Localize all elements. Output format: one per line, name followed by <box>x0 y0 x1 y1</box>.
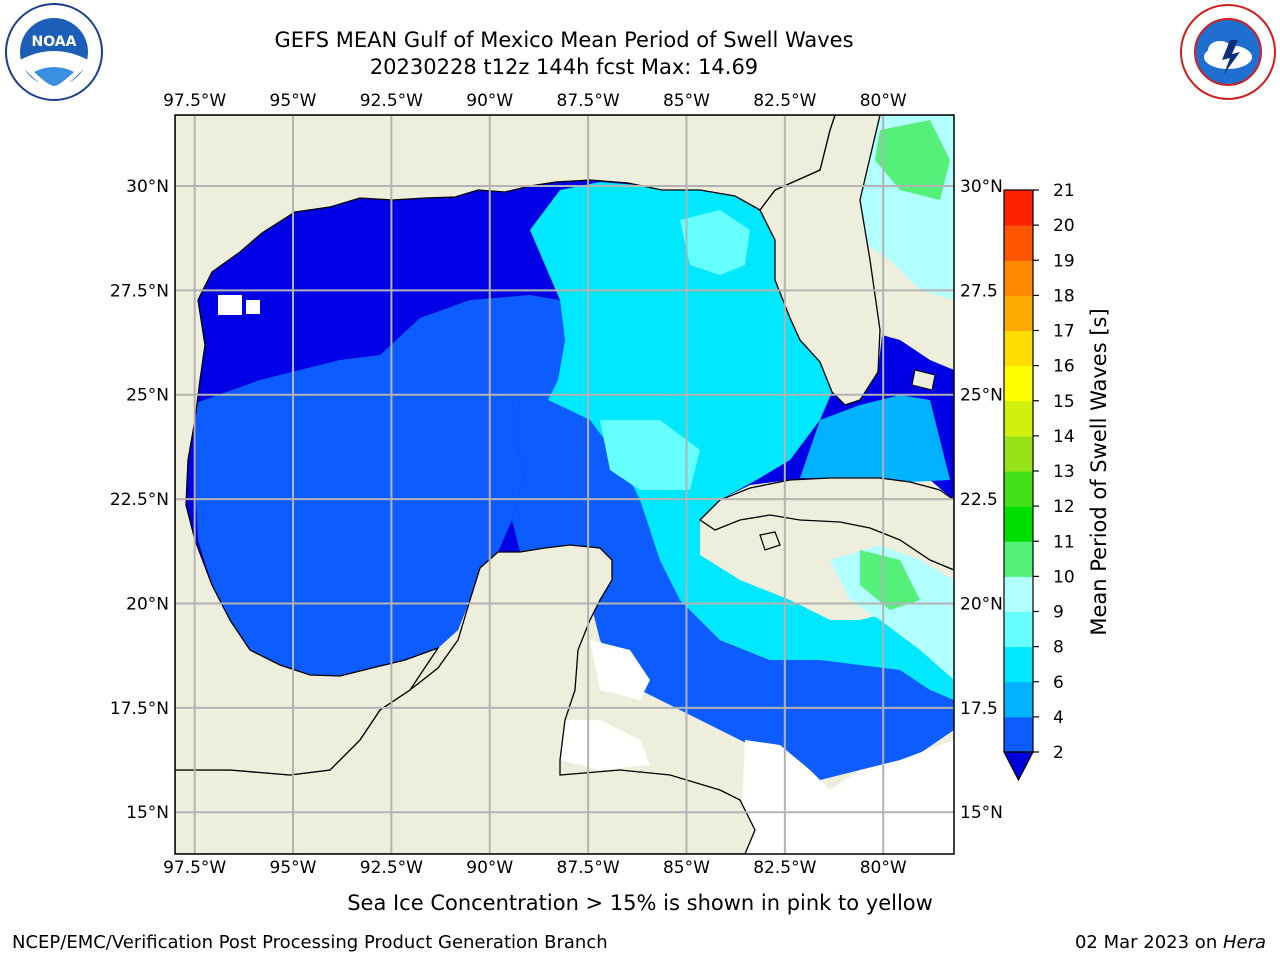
lon-label-bottom: 95°W <box>270 858 317 878</box>
lon-label-top: 87.5°W <box>557 91 620 111</box>
land-jamaica <box>759 531 781 551</box>
lon-label-top: 85°W <box>663 91 710 111</box>
nodata-yucatan-east <box>590 640 650 700</box>
lat-label-left: 30°N <box>126 177 169 197</box>
colorbar-tick-label: 16 <box>1053 357 1075 377</box>
land-us-gulf-coast <box>175 115 836 776</box>
colorbar-segment <box>1004 611 1033 648</box>
lon-label-top: 82.5°W <box>753 91 816 111</box>
colorbar-tick-label: 10 <box>1053 567 1075 587</box>
lon-label-top: 80°W <box>860 91 907 111</box>
colorbar-segment <box>1004 646 1033 683</box>
florida-strait-water <box>800 395 950 482</box>
land-bahamas <box>911 369 936 391</box>
colorbar-segment <box>1004 435 1033 472</box>
colorbar-tick-label: 6 <box>1053 673 1064 693</box>
lat-label-right: 20°N <box>960 594 1003 614</box>
map-tick-labels: 97.5°W 97.5°W 95°W 95°W 92.5°W 92.5°W 90°W 90°W… <box>110 91 1003 878</box>
lon-label-bottom: 87.5°W <box>557 858 620 878</box>
land-cuba <box>698 477 954 571</box>
lat-label-left: 22.5°N <box>110 490 169 510</box>
map-subtitle: 20230228 t12z 144h fcst Max: 14.69 <box>369 55 759 79</box>
lat-label-left: 17.5°N <box>110 699 169 719</box>
lat-label-right: 17.5 <box>960 699 998 719</box>
gulf-water-pale-2 <box>600 420 700 490</box>
footer-host: Hera <box>1222 932 1266 953</box>
footer-left: NCEP/EMC/Verification Post Processing Pr… <box>12 932 608 953</box>
nodata-caribbean <box>740 740 954 854</box>
map-frame <box>174 114 955 855</box>
lat-label-left: 27.5°N <box>110 281 169 301</box>
colorbar-extend-arrow <box>1003 751 1034 782</box>
lat-label-left: 20°N <box>126 594 169 614</box>
colorbar-segment <box>1004 190 1033 226</box>
colorbar: 2 4 6 8 9 10 11 12 13 14 15 16 17 18 19 20 21 <box>1003 181 1075 782</box>
lon-label-top: 92.5°W <box>360 91 423 111</box>
colorbar-segment <box>1004 471 1033 507</box>
lat-label-right: 25°N <box>960 386 1003 406</box>
colorbar-tick-label: 20 <box>1053 216 1075 236</box>
colorbar-segment <box>1004 225 1033 261</box>
lon-label-bottom: 82.5°W <box>753 858 816 878</box>
map-panel <box>175 115 954 854</box>
colorbar-segment <box>1004 400 1033 437</box>
lon-label-bottom: 97.5°W <box>163 858 226 878</box>
east-green-patch-2 <box>860 550 920 610</box>
gulf-water-pale <box>680 210 750 275</box>
nodata-patch-1 <box>218 295 242 315</box>
colorbar-segment <box>1004 576 1033 612</box>
map-title: GEFS MEAN Gulf of Mexico Mean Period of … <box>274 28 854 52</box>
footer-date: 02 Mar 2023 on <box>1074 932 1223 953</box>
colorbar-tick-label: 15 <box>1053 392 1075 412</box>
nodata-honduras-gulf <box>560 720 650 770</box>
colorbar-segment <box>1004 260 1033 296</box>
colorbar-segment <box>1004 681 1033 718</box>
colorbar-segment <box>1004 295 1033 331</box>
lat-label-right: 27.5 <box>960 281 998 301</box>
noaa-logo-text: NOAA <box>32 34 77 50</box>
noaa-logo: NOAA <box>4 2 104 106</box>
colorbar-tick-label: 17 <box>1053 322 1075 342</box>
colorbar-tick-label: 4 <box>1053 708 1064 728</box>
lon-label-top: 90°W <box>466 91 513 111</box>
colorbar-tick-label: 11 <box>1053 532 1075 552</box>
lat-label-left: 25°N <box>126 386 169 406</box>
lat-label-left: 15°N <box>126 803 169 823</box>
lon-label-top: 95°W <box>270 91 317 111</box>
colorbar-segment <box>1004 506 1033 542</box>
nws-logo <box>1178 2 1278 106</box>
colorbar-tick-label: 21 <box>1053 181 1075 201</box>
colorbar-tick-label: 8 <box>1053 638 1064 658</box>
colorbar-segment <box>1004 541 1033 577</box>
colorbar-tick-label: 2 <box>1053 743 1064 763</box>
gulf-water-mid-east <box>512 400 954 780</box>
lon-label-bottom: 92.5°W <box>360 858 423 878</box>
east-green-patch <box>875 120 950 200</box>
colorbar-tick-label: 14 <box>1053 427 1075 447</box>
lon-label-bottom: 85°W <box>663 858 710 878</box>
lon-label-bottom: 80°W <box>860 858 907 878</box>
gulf-water-mid <box>196 295 565 676</box>
colorbar-tick-label: 19 <box>1053 251 1075 271</box>
colorbar-segment <box>1004 365 1033 402</box>
map-gridlines <box>175 115 954 854</box>
colorbar-tick-label: 9 <box>1053 603 1064 623</box>
colorbar-segment <box>1004 330 1033 367</box>
lon-label-bottom: 90°W <box>466 858 513 878</box>
sea-ice-note: Sea Ice Concentration > 15% is shown in … <box>347 891 933 915</box>
lat-label-right: 30°N <box>960 177 1003 197</box>
colorbar-tick-label: 12 <box>1053 497 1075 517</box>
nodata-patch-2 <box>246 300 260 314</box>
lat-label-right: 22.5 <box>960 490 998 510</box>
colorbar-tick-label: 18 <box>1053 286 1075 306</box>
colorbar-label: Mean Period of Swell Waves [s] <box>1087 308 1111 635</box>
colorbar-tick-label: 13 <box>1053 462 1075 482</box>
footer-right: 02 Mar 2023 on Hera <box>1075 932 1266 953</box>
gulf-water-light <box>530 182 954 700</box>
colorbar-segment <box>1004 716 1033 753</box>
lat-label-right: 15°N <box>960 803 1003 823</box>
lon-label-top: 97.5°W <box>163 91 226 111</box>
